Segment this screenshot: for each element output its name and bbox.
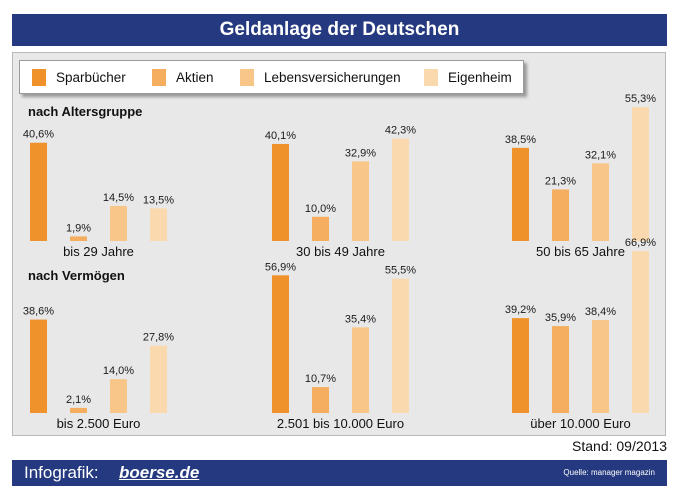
bar-value-label: 1,9% [66, 222, 91, 234]
bar-group-1: 40,6% 1,9% 14,5% 13,5% bis 29 Jahre [23, 129, 174, 259]
bar-value-label: 2,1% [66, 394, 91, 406]
bar [272, 143, 289, 241]
group-label: bis 2.500 Euro [57, 416, 141, 431]
bar [70, 407, 87, 413]
bar-value-label: 40,6% [23, 129, 54, 141]
bar [512, 318, 529, 413]
bar [392, 278, 409, 413]
group-label: 2.501 bis 10.000 Euro [277, 416, 404, 431]
bar-value-label: 55,5% [385, 265, 416, 277]
legend: Sparbücher Aktien Lebensversicherungen E… [19, 60, 524, 94]
legend-label: Lebensversicherungen [264, 70, 401, 85]
bar [392, 138, 409, 241]
bar-value-label: 38,6% [23, 306, 54, 318]
bar-value-label: 35,4% [345, 313, 376, 325]
bar [352, 161, 369, 241]
title-bar: Geldanlage der Deutschen [12, 14, 667, 46]
bar-value-label: 27,8% [143, 332, 174, 344]
bar-value-label: 38,5% [505, 134, 536, 146]
chart-title: Geldanlage der Deutschen [219, 19, 460, 40]
legend-swatch [240, 69, 254, 86]
bar [592, 320, 609, 413]
bar [632, 251, 649, 413]
bar [312, 387, 329, 413]
group-label: bis 29 Jahre [63, 244, 134, 259]
legend-swatch [152, 69, 166, 86]
bar-value-label: 35,9% [545, 312, 576, 324]
bar-value-label: 32,1% [585, 149, 616, 161]
legend-label: Aktien [176, 70, 214, 85]
bar [110, 379, 127, 413]
bar-group-6: 39,2% 35,9% 38,4% 66,9% über 10.000 Euro [505, 237, 656, 431]
bar-value-label: 39,2% [505, 304, 536, 316]
bar-group-2: 40,1% 10,0% 32,9% 42,3% 30 bis 49 Jahre [265, 125, 416, 259]
bar [352, 327, 369, 413]
bar-group-3: 38,5% 21,3% 32,1% 55,3% 50 bis 65 Jahre [505, 93, 656, 259]
bar-group-4: 38,6% 2,1% 14,0% 27,8% bis 2.500 Euro [23, 306, 174, 431]
bar-value-label: 40,1% [265, 130, 296, 142]
bar [150, 208, 167, 241]
bar [30, 142, 47, 241]
legend-label: Eigenheim [448, 70, 512, 85]
bar [632, 107, 649, 241]
bar [312, 216, 329, 241]
section-label-wealth: nach Vermögen [28, 268, 125, 283]
bar-value-label: 10,7% [305, 373, 336, 385]
bar-value-label: 21,3% [545, 175, 576, 187]
bar [30, 319, 47, 413]
bar [272, 275, 289, 413]
bar-value-label: 42,3% [385, 125, 416, 137]
bar [70, 236, 87, 241]
bar-group-5: 56,9% 10,7% 35,4% 55,5% 2.501 bis 10.000 Eur… [265, 261, 416, 431]
bar [552, 189, 569, 241]
group-label: 50 bis 65 Jahre [536, 244, 625, 259]
group-label: 30 bis 49 Jahre [296, 244, 385, 259]
bar-value-label: 14,0% [103, 365, 134, 377]
bar-value-label: 13,5% [143, 194, 174, 206]
stand-date: Stand: 09/2013 [572, 438, 667, 454]
bar [512, 147, 529, 241]
footer-source: Quelle: manager magazin [563, 468, 655, 477]
bar-value-label: 56,9% [265, 261, 296, 273]
bar-value-label: 14,5% [103, 192, 134, 204]
bar [150, 345, 167, 413]
bar [592, 163, 609, 241]
bar-value-label: 32,9% [345, 147, 376, 159]
bar [552, 326, 569, 413]
bar-value-label: 55,3% [625, 93, 656, 105]
footer-prefix: Infografik: [24, 463, 99, 482]
legend-label: Sparbücher [56, 70, 126, 85]
bar-value-label: 66,9% [625, 237, 656, 249]
footer-bar: Infografik: boerse.de Quelle: manager ma… [12, 460, 667, 486]
bar-value-label: 38,4% [585, 306, 616, 318]
group-label: über 10.000 Euro [530, 416, 630, 431]
bar-value-label: 10,0% [305, 203, 336, 215]
section-label-age: nach Altersgruppe [28, 104, 143, 119]
bar [110, 205, 127, 241]
footer-brand-logo: boerse.de [119, 463, 200, 482]
legend-swatch [424, 69, 438, 86]
legend-swatch [32, 69, 46, 86]
